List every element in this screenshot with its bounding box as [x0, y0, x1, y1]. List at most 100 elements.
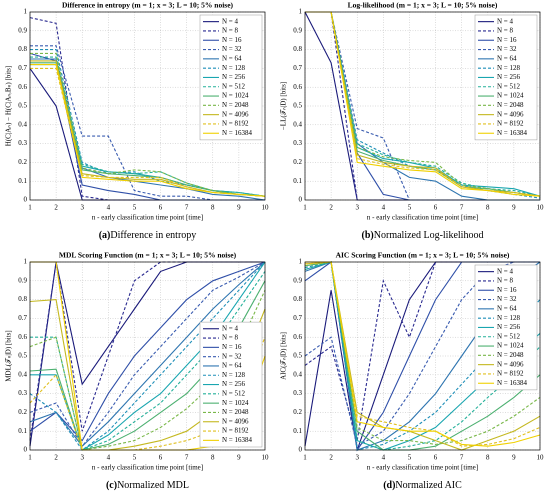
panel: 0 0.1 0.2 0.3 0.4 0.5 0.6 0.7 0.8 0.9 1 1 2 3 4 5 6 7 8 9 10… — [5, 251, 269, 492]
chart-title: AIC Scoring Function (m = 1; x = 3; L = … — [336, 251, 510, 260]
y-tick-label: 0.1 — [18, 177, 27, 185]
panel: 0 0.1 0.2 0.3 0.4 0.5 0.6 0.7 0.8 0.9 1 1 2 3 4 5 6 7 8 9 10… — [280, 1, 544, 242]
x-tick-label: 4 — [107, 454, 111, 462]
x-tick-label: 7 — [460, 454, 464, 462]
legend-label: N = 32 — [222, 352, 242, 360]
caption-label: (a) — [99, 230, 111, 241]
legend-label: N = 4 — [497, 267, 514, 275]
x-tick-label: 2 — [329, 454, 333, 462]
x-tick-label: 8 — [211, 204, 215, 212]
caption-label: (d) — [383, 480, 395, 491]
y-axis-label: −LL(𝒯ₙ|D) [bits] — [280, 82, 288, 130]
x-tick-label: 2 — [329, 204, 333, 212]
legend-label: N = 64 — [497, 54, 517, 62]
y-tick-label: 0 — [299, 196, 303, 204]
y-axis-label: MDL(𝒯ₙ|D) [bits] — [5, 330, 13, 381]
x-tick-label: 8 — [486, 454, 490, 462]
y-tick-label: 0.7 — [293, 314, 302, 322]
panel: 0 0.1 0.2 0.3 0.4 0.5 0.6 0.7 0.8 0.9 1 1 2 3 4 5 6 7 8 9 10… — [5, 1, 269, 242]
x-tick-label: 7 — [185, 204, 189, 212]
y-tick-label: 0.4 — [293, 370, 302, 378]
legend-label: N = 512 — [497, 82, 521, 90]
legend-label: N = 4 — [222, 324, 239, 332]
y-tick-label: 0.6 — [18, 333, 27, 341]
plot-frame — [304, 261, 541, 451]
x-tick-label: 4 — [382, 454, 386, 462]
y-tick-label: 0.6 — [18, 83, 27, 91]
x-axis-label: n - early classification time point [tim… — [367, 214, 478, 222]
x-tick-label: 1 — [28, 454, 32, 462]
y-tick-label: 0.4 — [18, 120, 27, 128]
chart-title: Log-likelihood (m = 1; x = 3; L = 10; 5%… — [348, 1, 498, 10]
series-line — [29, 261, 266, 448]
y-tick-label: 0.2 — [293, 158, 302, 166]
y-tick-label: 0.5 — [293, 102, 302, 110]
legend-label: N = 256 — [222, 380, 246, 388]
legend-label: N = 32 — [497, 45, 517, 53]
legend-label: N = 128 — [222, 64, 246, 72]
x-tick-label: 6 — [159, 204, 163, 212]
y-tick-label: 0.3 — [293, 139, 302, 147]
series-line — [30, 56, 266, 197]
x-tick-label: 5 — [408, 454, 412, 462]
plot-frame — [304, 11, 541, 201]
legend-label: N = 8192 — [222, 427, 249, 435]
series-line — [305, 261, 541, 447]
legend-label: N = 16384 — [497, 379, 528, 387]
y-tick-label: 0.3 — [18, 389, 27, 397]
legend-label: N = 4 — [497, 17, 514, 25]
x-axis-label: n - early classification time point [tim… — [92, 214, 203, 222]
legend-label: N = 8192 — [497, 120, 524, 128]
y-tick-label: 1 — [299, 8, 303, 16]
series-line — [305, 11, 541, 197]
y-tick-label: 0.4 — [18, 370, 27, 378]
caption-label: (b) — [362, 230, 374, 241]
legend-label: N = 1024 — [222, 92, 249, 100]
x-tick-label: 10 — [537, 204, 545, 212]
x-tick-label: 10 — [537, 454, 545, 462]
series-line — [30, 45, 265, 201]
legend-label: N = 128 — [497, 64, 521, 72]
legend-label: N = 4096 — [497, 110, 524, 118]
caption-label: (c) — [106, 480, 117, 491]
y-tick-label: 0.7 — [18, 64, 27, 72]
series-line — [304, 261, 540, 448]
chart-title: Difference in entropy (m = 1; x = 3; L =… — [62, 1, 234, 10]
y-tick-label: 0 — [299, 446, 303, 454]
series-line — [30, 64, 266, 197]
legend-label: N = 4 — [222, 17, 239, 25]
x-tick-label: 8 — [486, 204, 490, 212]
legend-label: N = 256 — [497, 323, 521, 331]
x-tick-label: 9 — [237, 454, 241, 462]
y-tick-label: 0.5 — [293, 352, 302, 360]
x-tick-label: 7 — [460, 204, 464, 212]
legend-label: N = 32 — [222, 45, 242, 53]
y-axis-label: AIC(𝒯ₙ|D) [bits] — [280, 332, 288, 380]
series-line — [304, 261, 541, 447]
x-tick-label: 3 — [355, 454, 359, 462]
x-tick-label: 10 — [262, 454, 270, 462]
caption-text: Normalized MDL — [117, 480, 189, 491]
caption-text: Normalized AIC — [395, 480, 462, 491]
x-tick-label: 6 — [434, 454, 438, 462]
legend-label: N = 8 — [222, 27, 239, 35]
y-tick-label: 1 — [24, 258, 28, 266]
x-tick-label: 2 — [54, 204, 58, 212]
y-tick-label: 1 — [24, 8, 28, 16]
y-tick-label: 0.8 — [293, 45, 302, 53]
legend-label: N = 2048 — [497, 351, 524, 359]
legend-label: N = 256 — [222, 73, 246, 81]
y-tick-label: 0.9 — [18, 26, 27, 34]
legend-label: N = 128 — [497, 314, 521, 322]
plot-frame — [29, 261, 266, 451]
legend-label: N = 16384 — [222, 436, 253, 444]
y-tick-label: 0.7 — [18, 314, 27, 322]
y-tick-label: 0.9 — [293, 276, 302, 284]
legend-label: N = 16 — [497, 36, 517, 44]
y-tick-label: 0.7 — [293, 64, 302, 72]
chart-title: MDL Scoring Function (m = 1; x = 3; L = … — [59, 251, 237, 260]
